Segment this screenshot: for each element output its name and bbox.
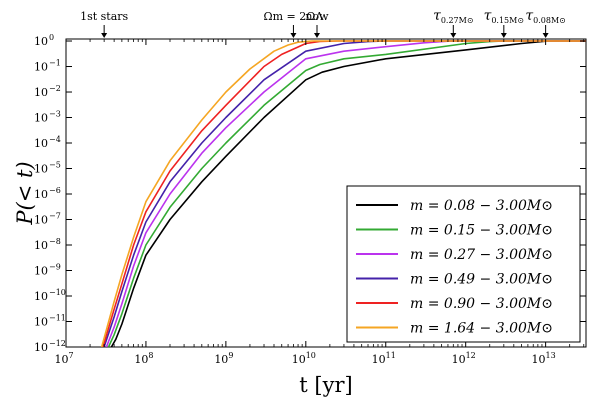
x-tick-label: 107 bbox=[54, 351, 73, 366]
legend-label: m = 0.49 − 3.00M⊙ bbox=[410, 272, 553, 288]
x-tick-label: 1012 bbox=[452, 351, 476, 366]
y-tick-exponent: −8 bbox=[49, 237, 61, 246]
y-tick-label: 10 bbox=[34, 188, 48, 201]
legend-item-4: m = 0.49 − 3.00M⊙ bbox=[356, 272, 553, 288]
annotation-5: τ0.15M⊙ bbox=[484, 8, 524, 38]
annotation-label: 1st stars bbox=[80, 10, 128, 23]
series-lines bbox=[100, 40, 586, 347]
y-tick-label: 10 bbox=[34, 86, 48, 99]
legend: m = 0.08 − 3.00M⊙ m = 0.15 − 3.00M⊙ m = 0.… bbox=[346, 185, 581, 343]
y-tick-label: 10 bbox=[34, 112, 48, 125]
y-tick-label: 10 bbox=[34, 137, 48, 150]
legend-label: m = 0.15 − 3.00M⊙ bbox=[410, 223, 553, 239]
y-tick-exponent: −6 bbox=[49, 186, 61, 195]
plot-frame bbox=[65, 38, 587, 348]
annotation-label: τ0.27M⊙ bbox=[433, 8, 473, 25]
y-tick-label: 10 bbox=[34, 214, 48, 227]
annotation-label: Ωm = 2ΩΛ bbox=[264, 10, 325, 23]
annotation-arrowhead bbox=[290, 33, 297, 38]
legend-label: m = 1.64 − 3.00M⊙ bbox=[410, 321, 553, 337]
annotation-label: τ0.15M⊙ bbox=[484, 8, 524, 25]
y-tick-exponent: −7 bbox=[49, 212, 61, 221]
legend-item-6: m = 1.64 − 3.00M⊙ bbox=[356, 321, 553, 337]
annotation-arrowhead bbox=[450, 33, 457, 38]
y-tick-label: 10 bbox=[34, 61, 48, 74]
y-tick-label: 10 bbox=[34, 35, 48, 48]
y-tick-exponent: 0 bbox=[49, 33, 54, 42]
annotation-4: τ0.27M⊙ bbox=[433, 8, 474, 38]
y-tick-label: 10 bbox=[34, 341, 48, 354]
legend-label: m = 0.08 − 3.00M⊙ bbox=[410, 198, 553, 214]
series-line-6 bbox=[100, 40, 586, 347]
y-tick-exponent: −1 bbox=[49, 59, 61, 68]
y-tick-exponent: −9 bbox=[49, 263, 61, 272]
legend-item-1: m = 0.08 − 3.00M⊙ bbox=[356, 198, 553, 214]
y-tick-exponent: −2 bbox=[49, 84, 61, 93]
legend-box bbox=[346, 185, 581, 343]
series-line-2 bbox=[107, 40, 586, 347]
y-tick-label: 10 bbox=[34, 239, 48, 252]
annotation-2: Ωm = 2ΩΛ bbox=[264, 10, 325, 38]
x-tick-label: 108 bbox=[134, 351, 153, 366]
x-tick-label: 109 bbox=[214, 351, 233, 366]
y-tick-exponent: −12 bbox=[49, 339, 66, 348]
y-tick-exponent: −3 bbox=[49, 110, 61, 119]
annotation-arrowhead bbox=[101, 33, 108, 38]
x-tick-label: 1010 bbox=[292, 351, 316, 366]
y-tick-exponent: −11 bbox=[49, 314, 66, 323]
legend-label: m = 0.90 − 3.00M⊙ bbox=[410, 296, 553, 312]
x-tick-label: 1011 bbox=[372, 351, 396, 366]
annotation-arrowhead bbox=[500, 33, 507, 38]
annotation-3: now bbox=[305, 10, 329, 38]
annotation-label: now bbox=[305, 10, 329, 23]
axis-frame bbox=[65, 38, 587, 348]
series-line-1 bbox=[110, 40, 586, 347]
series-line-3 bbox=[105, 40, 586, 347]
y-tick-label: 10 bbox=[34, 265, 48, 278]
x-tick-label: 1013 bbox=[532, 351, 556, 366]
y-tick-exponent: −5 bbox=[49, 161, 61, 170]
annotation-arrowhead bbox=[313, 33, 320, 38]
legend-item-5: m = 0.90 − 3.00M⊙ bbox=[356, 296, 553, 312]
y-tick-label: 10 bbox=[34, 316, 48, 329]
legend-label: m = 0.27 − 3.00M⊙ bbox=[410, 247, 553, 263]
y-tick-label: 10 bbox=[34, 290, 48, 303]
legend-item-3: m = 0.27 − 3.00M⊙ bbox=[356, 247, 553, 263]
annotation-arrowhead bbox=[542, 33, 549, 38]
y-tick-exponent: −10 bbox=[49, 288, 66, 297]
annotation-6: τ0.08M⊙ bbox=[525, 8, 566, 38]
y-tick-exponent: −4 bbox=[49, 135, 61, 144]
annotation-label: τ0.08M⊙ bbox=[525, 8, 565, 25]
y-axis-label: P(< t) bbox=[13, 161, 37, 225]
y-tick-label: 10 bbox=[34, 163, 48, 176]
legend-item-2: m = 0.15 − 3.00M⊙ bbox=[356, 223, 553, 239]
annotation-1: 1st stars bbox=[80, 10, 129, 38]
x-axis-label: t [yr] bbox=[299, 373, 352, 397]
